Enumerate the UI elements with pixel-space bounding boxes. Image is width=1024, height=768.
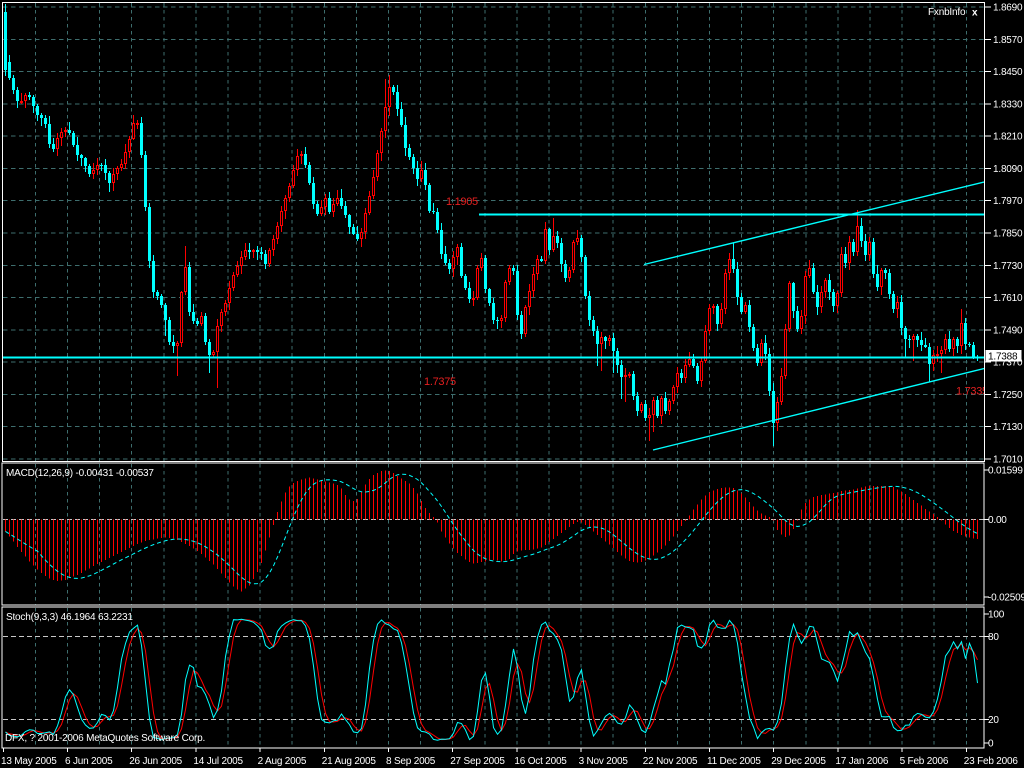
svg-text:1.7130: 1.7130 (993, 422, 1023, 433)
svg-text:29 Dec 2005: 29 Dec 2005 (771, 756, 826, 767)
svg-text:100: 100 (988, 610, 1005, 621)
svg-text:20: 20 (988, 715, 999, 726)
svg-text:0.01599: 0.01599 (988, 466, 1023, 477)
svg-text:1.7250: 1.7250 (993, 390, 1023, 401)
svg-text:DFX, ? 2001-2006 MetaQuotes So: DFX, ? 2001-2006 MetaQuotes Software Cor… (5, 733, 205, 744)
svg-text:16 Oct 2005: 16 Oct 2005 (514, 756, 567, 767)
svg-text:17 Jan 2006: 17 Jan 2006 (835, 756, 888, 767)
svg-text:Stoch(9,3,3) 46.1964 63.2231: Stoch(9,3,3) 46.1964 63.2231 (6, 612, 133, 623)
svg-text:5 Feb 2006: 5 Feb 2006 (900, 756, 949, 767)
svg-text:1.7730: 1.7730 (993, 261, 1023, 272)
svg-text:1.7370: 1.7370 (993, 358, 1023, 369)
svg-text:0: 0 (988, 739, 994, 750)
svg-text:26 Jun 2005: 26 Jun 2005 (129, 756, 182, 767)
svg-text:3 Nov 2005: 3 Nov 2005 (579, 756, 629, 767)
svg-text:1.8210: 1.8210 (993, 132, 1023, 143)
svg-text:MACD(12,26,9) -0.00431 -0.0053: MACD(12,26,9) -0.00431 -0.00537 (6, 468, 154, 479)
svg-text:FxnbInfo: FxnbInfo (928, 7, 966, 18)
svg-text:2 Aug 2005: 2 Aug 2005 (258, 756, 307, 767)
svg-text:22 Nov 2005: 22 Nov 2005 (643, 756, 698, 767)
svg-text:1.7490: 1.7490 (993, 325, 1023, 336)
svg-text:1.7335: 1.7335 (956, 386, 988, 398)
svg-text:13 May 2005: 13 May 2005 (1, 756, 57, 767)
svg-text:23 Feb 2006: 23 Feb 2006 (964, 756, 1019, 767)
svg-text:1.7610: 1.7610 (993, 293, 1023, 304)
svg-text:27 Sep 2005: 27 Sep 2005 (450, 756, 505, 767)
svg-text:1.8090: 1.8090 (993, 164, 1023, 175)
svg-text:8 Sep 2005: 8 Sep 2005 (386, 756, 436, 767)
svg-text:1.7970: 1.7970 (993, 196, 1023, 207)
svg-text:80: 80 (988, 632, 999, 643)
svg-text:1.7850: 1.7850 (993, 229, 1023, 240)
svg-text:1.7375: 1.7375 (424, 376, 456, 388)
svg-text:1.8330: 1.8330 (993, 99, 1023, 110)
svg-text:11 Dec 2005: 11 Dec 2005 (707, 756, 761, 767)
svg-text:14 Jul 2005: 14 Jul 2005 (193, 756, 243, 767)
svg-text:1.1905: 1.1905 (446, 196, 478, 208)
svg-text:1.7010: 1.7010 (993, 455, 1023, 466)
svg-text:1.8690: 1.8690 (993, 3, 1023, 14)
svg-text:6 Jun 2005: 6 Jun 2005 (65, 756, 113, 767)
svg-text:1.8570: 1.8570 (993, 35, 1023, 46)
svg-text:1.7388: 1.7388 (988, 352, 1018, 363)
svg-text:21 Aug 2005: 21 Aug 2005 (322, 756, 377, 767)
svg-text:-0.02509: -0.02509 (988, 593, 1024, 604)
svg-text:1.8450: 1.8450 (993, 67, 1023, 78)
svg-text:0.00: 0.00 (988, 515, 1007, 526)
svg-text:x: x (972, 8, 978, 19)
